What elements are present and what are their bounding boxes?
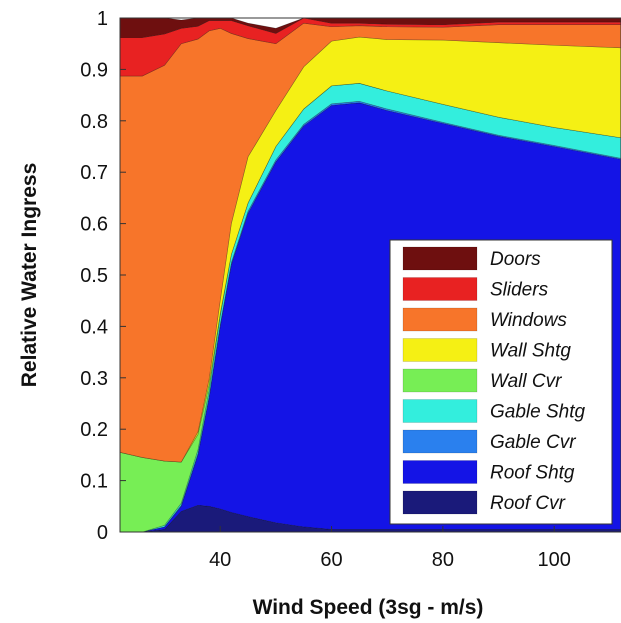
legend-swatch-gable-shtg	[402, 399, 478, 423]
x-tick-label: 60	[320, 549, 342, 571]
area-gable-cvr	[120, 100, 621, 532]
legend: Doors Sliders Windows Wall Shtg Wall Cvr Gabl…	[389, 239, 613, 525]
legend-label-roof-cvr: Roof Cvr	[490, 493, 566, 514]
x-axis-label: Wind Speed (3sg - m/s)	[253, 596, 484, 619]
y-tick-label: 0.7	[80, 162, 108, 184]
x-tick-label: 40	[209, 549, 231, 571]
legend-label-doors: Doors	[490, 249, 541, 270]
x-tick-label: 100	[538, 549, 571, 571]
legend-swatch-roof-shtg	[402, 460, 478, 484]
legend-swatch-windows	[402, 307, 478, 332]
x-tick-label: 80	[432, 549, 454, 571]
area-doors	[120, 18, 621, 38]
legend-label-wall-cvr: Wall Cvr	[490, 371, 562, 392]
legend-swatch-doors	[402, 246, 478, 271]
y-tick-label: 0.3	[80, 368, 108, 390]
legend-label-roof-shtg: Roof Shtg	[490, 463, 575, 484]
x-axis: 40 60 80 100	[209, 526, 571, 571]
area-wall-cvr	[120, 82, 621, 532]
y-axis-label: Relative Water Ingress	[18, 163, 41, 387]
y-tick-label: 0.8	[80, 111, 108, 133]
legend-swatch-gable-cvr	[402, 429, 478, 454]
y-axis: 0 0.1 0.2 0.3 0.4 0.5 0.6 0.7 0.8 0.9 1	[80, 8, 126, 544]
legend-label-gable-cvr: Gable Cvr	[490, 432, 576, 453]
y-tick-label: 0.6	[80, 214, 108, 236]
y-tick-label: 0.2	[80, 419, 108, 441]
y-tick-label: 1	[97, 8, 108, 30]
legend-swatch-wall-cvr	[402, 368, 478, 393]
y-tick-label: 0.9	[80, 59, 108, 81]
legend-swatch-sliders	[402, 277, 478, 301]
y-tick-label: 0	[97, 522, 108, 544]
area-gable-shtg	[120, 82, 621, 532]
y-tick-label: 0.4	[80, 316, 108, 338]
area-wall-shtg	[120, 36, 621, 463]
legend-label-gable-shtg: Gable Shtg	[490, 402, 585, 423]
legend-swatch-wall-shtg	[402, 338, 478, 362]
y-tick-label: 0.5	[80, 265, 108, 287]
area-roof-cvr	[120, 504, 621, 532]
legend-label-sliders: Sliders	[490, 280, 549, 301]
legend-label-wall-shtg: Wall Shtg	[490, 341, 571, 362]
legend-label-windows: Windows	[490, 310, 567, 331]
legend-swatch-roof-cvr	[402, 490, 478, 515]
y-tick-label: 0.1	[80, 471, 108, 493]
